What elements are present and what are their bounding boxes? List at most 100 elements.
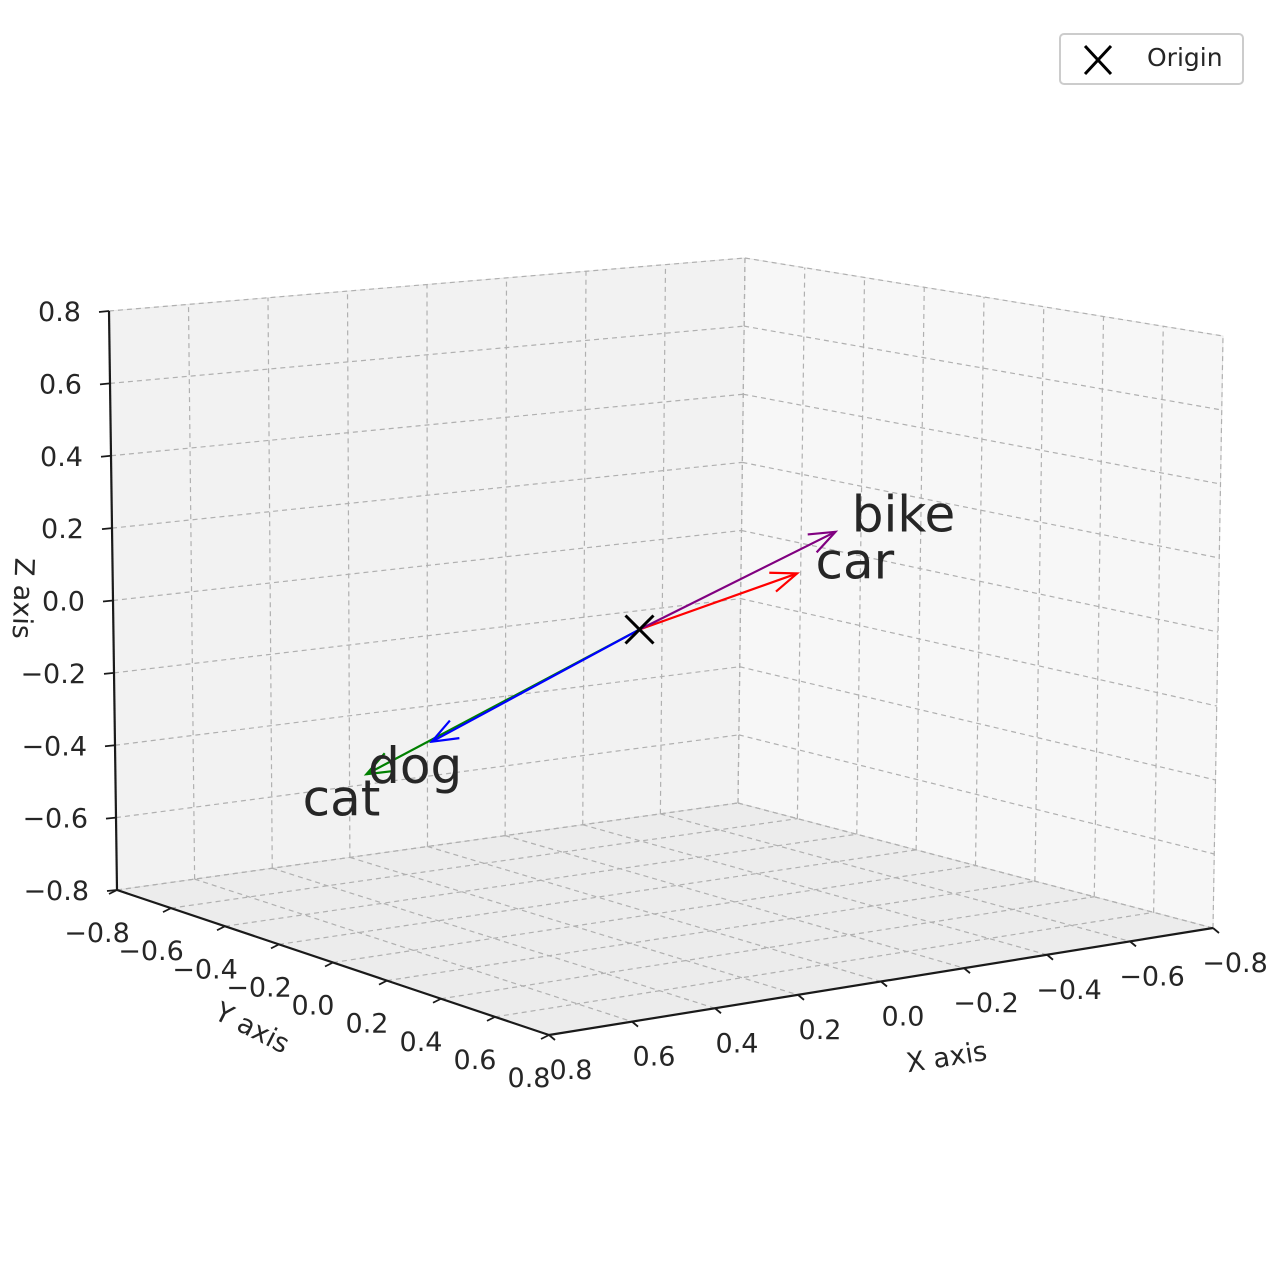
y-tick-label: −0.4	[172, 954, 238, 985]
legend: Origin	[1059, 33, 1244, 85]
y-tick-label: −0.2	[226, 972, 292, 1003]
grid-line	[332, 864, 976, 964]
vector-label-car: car	[816, 532, 895, 590]
grid-line	[346, 291, 351, 858]
vector-dog	[431, 628, 641, 743]
y-tick	[540, 1034, 550, 1040]
z-tick-label: −0.2	[20, 659, 86, 690]
x-tick	[797, 994, 805, 1001]
grid-line	[742, 461, 1220, 559]
x-tick	[631, 1020, 639, 1028]
x-tick	[1046, 954, 1054, 961]
z-axis-label: Z axis	[6, 557, 40, 639]
vector-head-dog	[429, 719, 460, 744]
x-tick-label: −0.2	[953, 988, 1019, 1019]
grid-line	[440, 896, 1095, 1000]
y-tick-label: 0.6	[454, 1045, 497, 1076]
grid-line	[386, 880, 1035, 982]
x-tick	[548, 1034, 556, 1041]
x-tick-label: 0.2	[799, 1015, 842, 1046]
z-tick-label: −0.4	[21, 731, 87, 762]
vector-head-cat	[363, 752, 395, 776]
y-tick-label: −0.8	[64, 918, 130, 949]
x-tick-label: −0.4	[1036, 975, 1102, 1006]
z-tick-label: 0.2	[41, 514, 84, 545]
z-tick-label: 0.8	[38, 297, 81, 328]
y-tick-label: −0.6	[118, 936, 184, 967]
vector-head-bike	[807, 530, 839, 554]
legend-box	[1059, 33, 1244, 85]
legend-label-origin: Origin	[1147, 43, 1223, 72]
y-tick	[486, 1016, 496, 1022]
vector-label-cat: cat	[303, 769, 381, 827]
grid-line	[187, 304, 196, 880]
y-tick	[378, 979, 388, 986]
y-axis-label: Y axis	[209, 996, 295, 1060]
x-tick-label: −0.8	[1202, 948, 1268, 979]
x-tick	[1212, 927, 1220, 934]
x-tick	[1129, 940, 1137, 948]
z-tick-label: −0.8	[23, 876, 89, 907]
y-tick-label: 0.0	[292, 991, 335, 1022]
grid-line	[1153, 326, 1164, 913]
z-tick-label: 0.4	[40, 442, 83, 473]
z-tick	[100, 454, 112, 458]
legend-x-marker-icon	[1083, 44, 1113, 76]
grid-line	[739, 666, 1216, 781]
grid-line	[504, 277, 508, 836]
x-tick-label: 0.6	[633, 1042, 676, 1073]
x-tick-label: 0.0	[882, 1002, 925, 1033]
z-tick	[102, 599, 114, 603]
vector-label-dog: dog	[368, 737, 462, 795]
grid-line	[109, 325, 745, 384]
z-tick-label: 0.6	[39, 369, 82, 400]
y-tick	[216, 925, 226, 932]
y-tick-label: 0.4	[400, 1027, 443, 1058]
x-tick	[880, 980, 888, 988]
vector-head-car	[769, 571, 801, 593]
grid-line	[582, 271, 587, 825]
y-tick	[324, 961, 334, 968]
x-tick-label: 0.8	[550, 1055, 593, 1086]
z-tick-label: −0.6	[22, 804, 88, 835]
grid-line	[856, 277, 866, 835]
grid-line	[349, 856, 799, 996]
z-tick	[99, 382, 111, 386]
grid-line	[1093, 316, 1105, 897]
grid-line	[110, 393, 744, 457]
grid-line	[112, 529, 742, 602]
y-tick	[270, 943, 280, 950]
x-tick	[714, 1007, 722, 1014]
grid-line	[740, 598, 1217, 707]
x-tick-label: −0.6	[1119, 961, 1185, 992]
y-tick-label: 0.2	[346, 1009, 389, 1040]
grid-line	[114, 666, 740, 746]
grid-line	[111, 461, 743, 529]
z-tick	[106, 889, 118, 892]
x-tick	[963, 967, 971, 974]
z-tick-label: 0.0	[42, 587, 85, 618]
grid-line	[796, 267, 806, 819]
vector-car	[639, 572, 798, 631]
grid-line	[194, 878, 633, 1023]
z-tick	[103, 671, 115, 675]
grid-line	[494, 911, 1154, 1018]
vector-bike	[639, 530, 836, 631]
grid-line	[116, 802, 739, 891]
axis-ticks: −0.8−0.8−0.8−0.6−0.6−0.6−0.4−0.4−0.4−0.2…	[20, 297, 1267, 1094]
x-axis-label: X axis	[904, 1036, 989, 1079]
y-tick-label: 0.8	[508, 1063, 551, 1094]
z-tick	[98, 310, 110, 313]
z-tick	[101, 527, 113, 531]
grid-line	[115, 734, 739, 819]
grid-line	[1034, 306, 1045, 882]
origin-marker	[624, 614, 655, 645]
grid-line	[738, 734, 1215, 855]
grid-lines	[108, 257, 1224, 1036]
grid-line	[108, 257, 746, 312]
vector-label-bike: bike	[852, 486, 956, 544]
y-tick	[162, 907, 172, 913]
y-tick	[432, 997, 442, 1004]
